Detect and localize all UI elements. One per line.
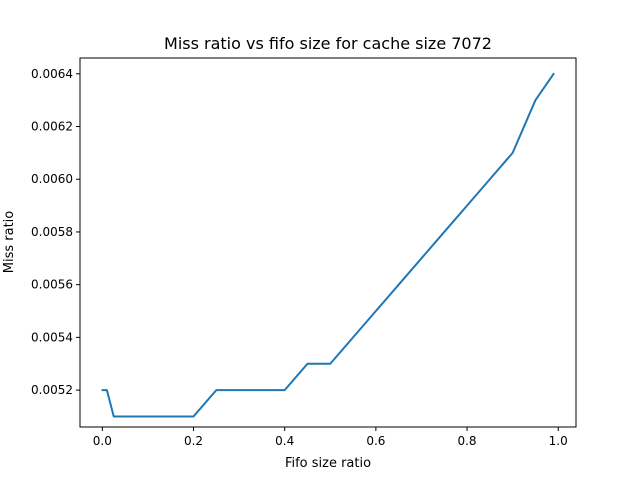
x-tick-label: 0.8	[457, 434, 476, 448]
series-line-0	[101, 72, 555, 418]
y-tick-label: 0.0052	[31, 383, 73, 397]
plot-frame	[79, 57, 577, 428]
y-axis-label: Miss ratio	[2, 211, 17, 274]
plot-area	[79, 57, 577, 428]
y-tick-label: 0.0056	[31, 278, 73, 292]
y-axis: 0.0052 0.0054 0.0056 0.0058 0.0060 0.0062 0.00…	[31, 67, 80, 397]
x-axis: 0.0 0.2 0.4 0.6 0.8 1.0	[93, 427, 568, 448]
y-tick-label: 0.0060	[31, 172, 73, 186]
y-tick-label: 0.0058	[31, 225, 73, 239]
x-axis-label: Fifo size ratio	[285, 456, 371, 471]
y-tick-label: 0.0064	[31, 67, 73, 81]
x-tick-label: 0.0	[93, 434, 112, 448]
x-tick-label: 0.6	[366, 434, 385, 448]
x-tick-label: 1.0	[549, 434, 568, 448]
y-tick-label: 0.0062	[31, 120, 73, 134]
y-tick-label: 0.0054	[31, 330, 73, 344]
chart-title: Miss ratio vs fifo size for cache size 7…	[164, 34, 492, 53]
x-tick-label: 0.4	[275, 434, 294, 448]
x-tick-label: 0.2	[184, 434, 203, 448]
